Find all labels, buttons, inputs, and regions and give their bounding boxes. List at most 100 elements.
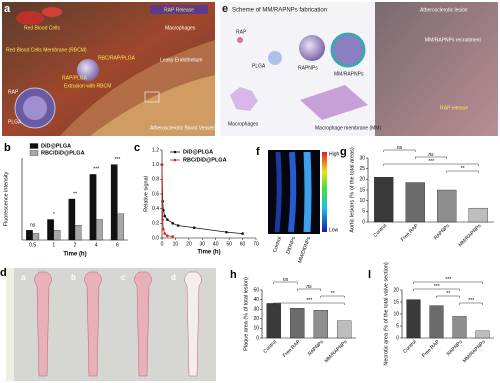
significance: ** bbox=[73, 191, 77, 197]
y-tick-label: 15 bbox=[359, 187, 365, 193]
legend-label: DiD@PLGA bbox=[183, 149, 213, 155]
aorta bbox=[34, 271, 52, 377]
significance: *** bbox=[445, 277, 452, 283]
scheme-text: PLGA bbox=[252, 63, 266, 69]
panel-label: b bbox=[4, 142, 11, 154]
aorta bbox=[184, 271, 202, 377]
aorta-photos: a b c d bbox=[21, 271, 202, 377]
zoom-box bbox=[144, 91, 160, 103]
significance: ** bbox=[446, 291, 451, 297]
bar bbox=[429, 305, 444, 339]
significance-bracket bbox=[436, 295, 460, 298]
panel-f: High Low Control DiDNPs MM/DiDNPs f bbox=[256, 146, 340, 264]
x-tick-label: 6 bbox=[116, 242, 119, 248]
y-tick-label: 20 bbox=[253, 316, 259, 322]
y-tick-label: 10 bbox=[253, 326, 259, 332]
y-axis-title: Relative signal bbox=[143, 176, 149, 212]
y-tick-label: 20 bbox=[393, 287, 399, 293]
significance: *** bbox=[428, 159, 435, 165]
bar bbox=[475, 330, 490, 339]
bar bbox=[74, 225, 82, 241]
data-point bbox=[162, 227, 165, 231]
scale-label: Low bbox=[329, 227, 339, 233]
legend-marker bbox=[173, 158, 177, 162]
significance: ** bbox=[331, 291, 336, 297]
red-blood-cell bbox=[42, 7, 62, 17]
y-tick-label: 15 bbox=[393, 299, 399, 305]
label-box bbox=[150, 5, 208, 14]
illustration-text: Red Blood Cells bbox=[24, 25, 60, 31]
significance-bracket bbox=[273, 281, 298, 284]
significance: *** bbox=[93, 167, 99, 173]
plga-icon bbox=[268, 51, 282, 65]
macrophage-icon bbox=[230, 87, 258, 111]
scheme-title: Scheme of MM/RAPNPs fabrication bbox=[232, 8, 327, 14]
data-point bbox=[166, 218, 169, 221]
illustration-text: RAP bbox=[8, 89, 19, 95]
plaque bbox=[90, 75, 215, 136]
bar bbox=[110, 164, 118, 241]
x-tick-label: 30 bbox=[200, 241, 206, 247]
y-tick-label: 30 bbox=[359, 155, 365, 161]
aorta bbox=[84, 271, 102, 377]
panel-label: d bbox=[0, 267, 7, 279]
legend-swatch bbox=[29, 143, 39, 149]
y-tick-label: 20 bbox=[359, 177, 365, 183]
panel-label: e bbox=[222, 3, 228, 15]
bar bbox=[89, 174, 97, 241]
illustration-text: Atherosclerotic Blood Vessels bbox=[150, 125, 216, 131]
significance: ** bbox=[461, 166, 466, 172]
legend-marker bbox=[173, 150, 177, 154]
y-tick-label: 1.2 bbox=[152, 147, 159, 153]
scheme-text: RAP bbox=[236, 29, 247, 35]
bar bbox=[337, 320, 352, 339]
data-point bbox=[192, 226, 196, 230]
x-axis-title: Time (h) bbox=[63, 252, 86, 258]
significance-bracket bbox=[413, 288, 460, 291]
x-tick-label: 70 bbox=[253, 241, 259, 247]
x-tick-label: 10 bbox=[173, 241, 179, 247]
rapnp-icon bbox=[299, 35, 325, 61]
aorta bbox=[134, 271, 152, 377]
significance: * bbox=[53, 212, 55, 218]
bar bbox=[452, 316, 467, 339]
data-point bbox=[176, 224, 180, 227]
aorta-signal bbox=[303, 151, 312, 233]
legend-label: RBC/DiD@PLGA bbox=[183, 157, 227, 163]
significance-bracket bbox=[297, 288, 321, 291]
panel-label: h bbox=[230, 269, 237, 281]
legend-swatch bbox=[29, 150, 39, 156]
bar bbox=[117, 213, 124, 241]
y-tick-label: 30 bbox=[253, 307, 259, 313]
x-tick-label: RAPNPs bbox=[433, 223, 452, 242]
y-tick-label: 0 bbox=[256, 335, 259, 341]
y-axis-title: Necrotic area (% of the total valve sect… bbox=[383, 262, 389, 365]
data-point bbox=[241, 232, 244, 235]
sample-label: a bbox=[21, 273, 26, 282]
panel-label: a bbox=[4, 3, 11, 15]
bar bbox=[53, 230, 61, 241]
y-tick-label: 0 bbox=[396, 335, 399, 341]
illustration-text: Red Blood Cells Membrane (RBCM) bbox=[6, 47, 87, 53]
sample-label: DiDNPs bbox=[285, 236, 297, 255]
illustration-text: Extrusion with RBCM bbox=[64, 83, 111, 89]
y-tick-label: 0 bbox=[362, 219, 365, 225]
significance-bracket bbox=[413, 281, 483, 284]
x-tick-label: 1 bbox=[52, 242, 55, 248]
y-tick-label: 0.8 bbox=[152, 177, 159, 183]
red-blood-cell bbox=[16, 11, 44, 25]
significance-bracket bbox=[459, 302, 483, 305]
significance: ns bbox=[397, 145, 403, 151]
x-tick-label: RAPNPs bbox=[307, 339, 326, 358]
bar bbox=[313, 310, 328, 339]
sample-label: MM/DiDNPs bbox=[297, 236, 312, 264]
scheme-background bbox=[220, 2, 375, 136]
bar bbox=[290, 308, 305, 339]
panel-e: Scheme of MM/RAPNPs fabrication RAP PLGA… bbox=[220, 2, 498, 136]
significance-bracket bbox=[415, 156, 447, 159]
bar bbox=[374, 177, 394, 223]
x-tick-label: MM/RAPNPs bbox=[462, 339, 487, 364]
illustration-text: RAP Release bbox=[164, 7, 194, 13]
